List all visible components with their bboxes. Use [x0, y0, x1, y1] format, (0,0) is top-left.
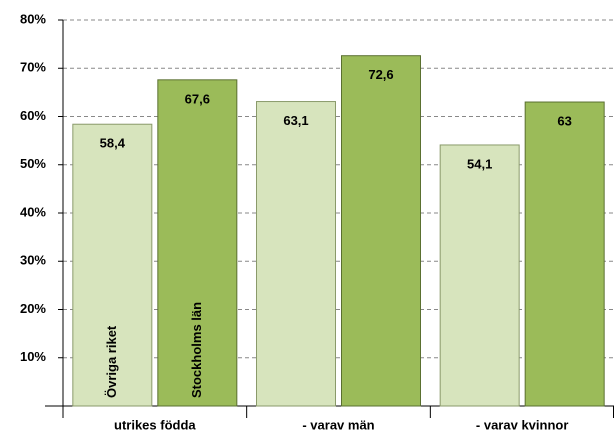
y-tick-label: 30%	[20, 253, 46, 268]
legend-label: Stockholms län	[189, 302, 204, 398]
bar	[157, 79, 238, 407]
value-label: 63	[557, 113, 571, 128]
bar	[439, 144, 520, 407]
y-tick-label: 50%	[20, 156, 46, 171]
y-tick-label: 80%	[20, 11, 46, 26]
bar	[256, 101, 336, 407]
x-tick-label: utrikes födda	[114, 417, 196, 432]
bar	[524, 101, 605, 407]
legend-label: Övriga riket	[104, 325, 119, 398]
value-label: 72,6	[368, 67, 393, 82]
y-tick-label: 60%	[20, 108, 46, 123]
bar	[72, 123, 153, 407]
value-label: 67,6	[185, 91, 210, 106]
y-tick-label: 20%	[20, 301, 46, 316]
value-label: 63,1	[283, 113, 308, 128]
y-tick-label: 10%	[20, 349, 46, 364]
x-tick-label: - varav kvinnor	[476, 417, 569, 432]
bar	[341, 55, 421, 407]
y-tick-label: 70%	[20, 60, 46, 75]
x-tick-label: - varav män	[302, 417, 374, 432]
value-label: 54,1	[467, 156, 492, 171]
y-tick-label: 40%	[20, 204, 46, 219]
value-label: 58,4	[100, 136, 126, 151]
